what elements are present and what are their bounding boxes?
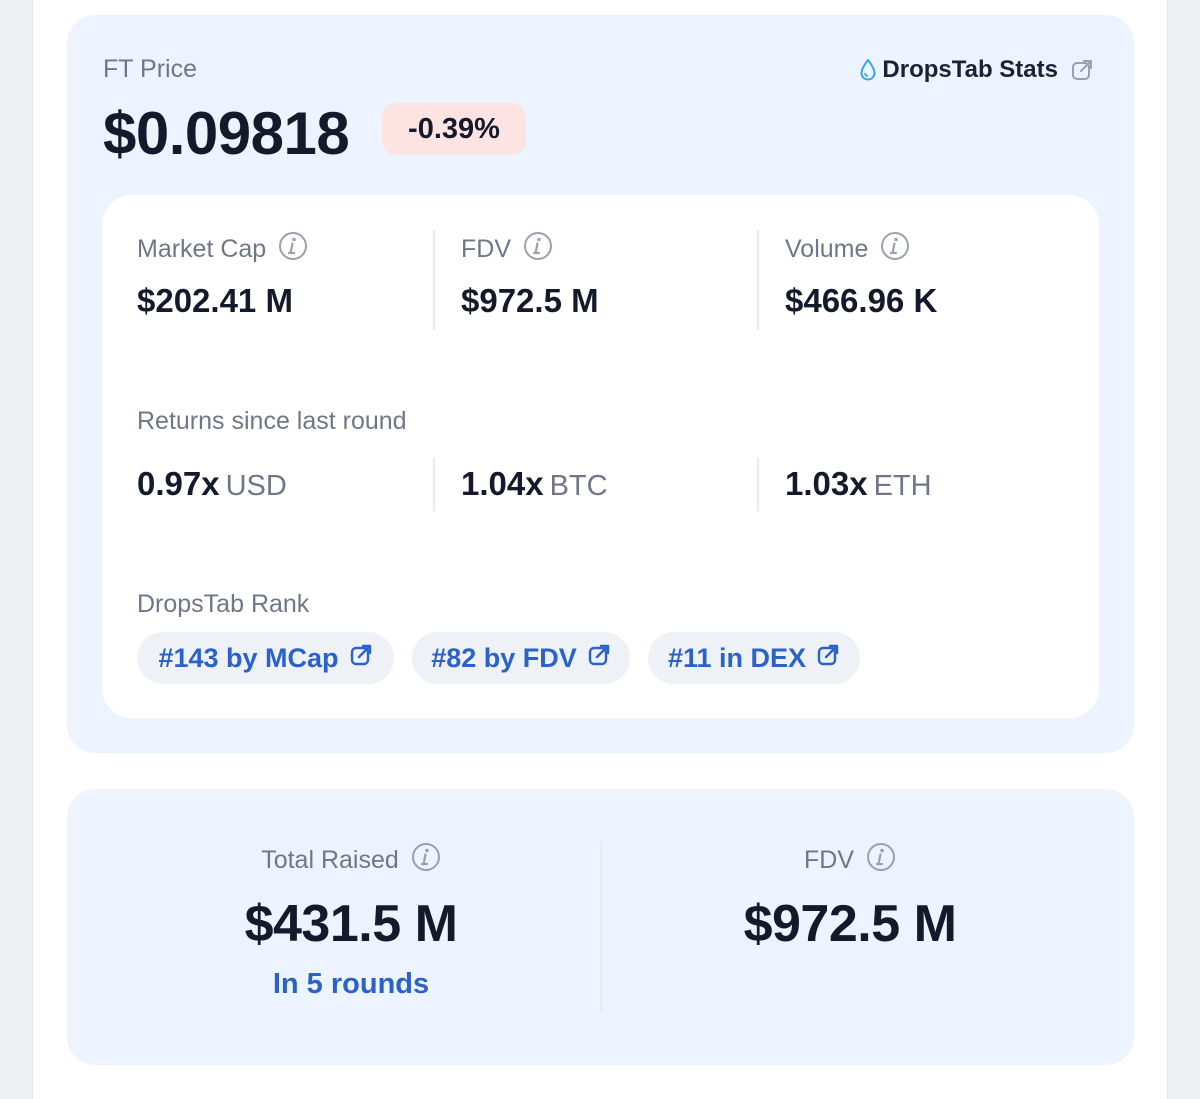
fundraising-card: Total Raised $431.5 M In 5 rounds FDV $9…	[67, 789, 1134, 1065]
dropstab-stats-link[interactable]: DropsTab Stats	[860, 55, 1094, 85]
info-icon[interactable]	[866, 842, 896, 879]
page: FT Price $0.09818 -0.39% DropsTab Stats …	[32, 0, 1168, 1099]
return-usd: 0.97x USD	[137, 465, 287, 503]
metric-fdv: FDV $972.5 M	[461, 231, 599, 320]
info-icon[interactable]	[523, 231, 553, 268]
rank-dex-link[interactable]: #11 in DEX	[648, 632, 860, 684]
divider	[433, 230, 435, 330]
divider	[757, 458, 759, 511]
rank-fdv-link[interactable]: #82 by FDV	[412, 632, 630, 684]
metric-value: $972.5 M	[461, 282, 599, 319]
price-label: FT Price	[103, 55, 197, 83]
fdv-block: FDV $972.5 M	[600, 789, 1100, 954]
metric-value: $466.96 K	[785, 282, 938, 319]
metric-market-cap: Market Cap $202.41 M	[137, 231, 308, 320]
divider	[757, 230, 759, 330]
return-unit: USD	[225, 470, 287, 502]
return-unit: ETH	[873, 470, 932, 502]
return-value: 1.03x	[785, 465, 868, 502]
droplet-icon	[860, 59, 876, 81]
external-link-icon	[349, 643, 373, 674]
metric-label: Volume	[785, 234, 869, 263]
return-value: 0.97x	[137, 465, 220, 502]
rank-mcap-link[interactable]: #143 by MCap	[137, 632, 394, 684]
return-unit: BTC	[549, 470, 608, 502]
return-eth: 1.03x ETH	[785, 465, 932, 503]
returns-label: Returns since last round	[137, 407, 407, 435]
divider	[600, 842, 602, 1012]
metric-volume: Volume $466.96 K	[785, 231, 938, 320]
divider	[433, 458, 435, 511]
metrics-panel: Market Cap $202.41 M FDV $972.5 M	[102, 195, 1099, 718]
external-link-icon	[587, 643, 611, 674]
rounds-link[interactable]: In 5 rounds	[272, 968, 430, 1000]
info-icon[interactable]	[411, 842, 441, 879]
rank-text: #143 by MCap	[158, 642, 339, 673]
info-icon[interactable]	[880, 231, 910, 268]
price-change-badge: -0.39%	[382, 103, 526, 155]
total-raised-block: Total Raised $431.5 M In 5 rounds	[101, 789, 601, 1001]
fdv-label: FDV	[804, 845, 854, 874]
metric-label: FDV	[461, 234, 511, 263]
rank-text: #82 by FDV	[431, 642, 577, 673]
metric-value: $202.41 M	[137, 282, 293, 319]
metric-label: Market Cap	[137, 234, 267, 263]
total-raised-value: $431.5 M	[244, 895, 458, 953]
fdv-value: $972.5 M	[743, 895, 957, 953]
return-value: 1.04x	[461, 465, 544, 502]
external-link-icon	[1070, 58, 1094, 82]
return-btc: 1.04x BTC	[461, 465, 608, 503]
external-link-icon	[816, 643, 840, 674]
rank-text: #11 in DEX	[667, 642, 807, 673]
rank-label: DropsTab Rank	[137, 590, 310, 618]
info-icon[interactable]	[278, 231, 308, 268]
price-value: $0.09818	[103, 100, 350, 167]
price-card: FT Price $0.09818 -0.39% DropsTab Stats …	[67, 15, 1134, 753]
total-raised-label: Total Raised	[261, 845, 399, 874]
dropstab-stats-label: DropsTab Stats	[882, 56, 1058, 83]
